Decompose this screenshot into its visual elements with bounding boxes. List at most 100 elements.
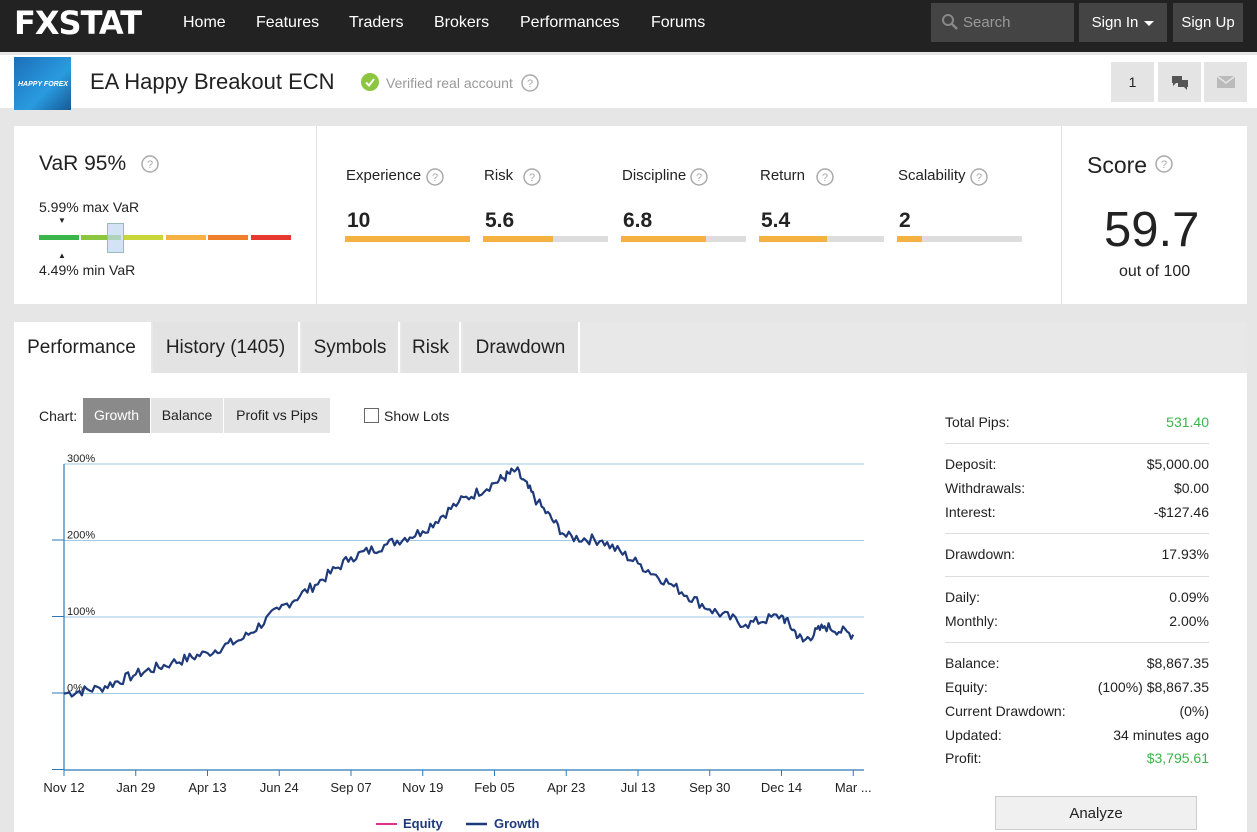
score-value: 59.7: [1104, 203, 1200, 257]
metric-bar: [621, 236, 746, 242]
stat-label: Withdrawals:: [945, 480, 1026, 496]
fxstat-logo[interactable]: FXSTAT: [14, 4, 142, 42]
var-segment: [81, 235, 121, 240]
help-icon[interactable]: ?: [523, 168, 541, 186]
metric-value: 10: [347, 209, 371, 232]
metric-label: Return: [760, 167, 806, 184]
metric-bar: [897, 236, 1022, 242]
growth-chart: 300%200%100%0%Nov 12 Jan 29 Apr 13 Jun 24 Se…: [43, 453, 871, 831]
growth-button[interactable]: Growth: [83, 398, 150, 433]
x-tick-label: Sep 07: [330, 780, 371, 795]
x-tick-label: Nov 12: [43, 780, 84, 795]
x-tick-label: Apr 13: [188, 780, 226, 795]
tab-symbols[interactable]: Symbols: [302, 322, 400, 373]
search-input[interactable]: Search: [931, 3, 1074, 42]
stat-label: Balance:: [945, 655, 1000, 671]
nav-forums[interactable]: Forums: [651, 14, 706, 31]
metric-bar-fill: [621, 236, 706, 242]
show-lots-checkbox[interactable]: [364, 408, 379, 423]
metric-label: Scalability: [898, 167, 966, 184]
sign-up-button[interactable]: Sign Up: [1173, 3, 1243, 42]
score-title: Score: [1087, 152, 1148, 178]
var-segment: [39, 235, 79, 240]
divider: [945, 576, 1209, 577]
analyze-button[interactable]: Analyze: [995, 796, 1197, 830]
stat-value: (100%) $8,867.35: [1097, 679, 1209, 695]
stat-label: Current Drawdown:: [945, 703, 1066, 719]
help-icon[interactable]: ?: [690, 168, 708, 186]
chart-label: Chart:: [39, 408, 78, 424]
follow-count-button[interactable]: 1: [1111, 62, 1154, 102]
legend-growth-label: Growth: [494, 816, 540, 831]
x-tick-label: Jan 29: [116, 780, 155, 795]
y-tick-label: 300%: [67, 453, 95, 465]
svg-text:?: ?: [696, 172, 702, 184]
verified-label: Verified real account: [386, 75, 513, 91]
nav-traders[interactable]: Traders: [349, 14, 404, 31]
tab-risk[interactable]: Risk: [402, 322, 461, 373]
stat-value: 17.93%: [1161, 546, 1209, 562]
stat-label: Interest:: [945, 504, 996, 520]
stat-value: 34 minutes ago: [1113, 727, 1209, 743]
help-icon[interactable]: ?: [141, 155, 159, 173]
sign-in-button[interactable]: Sign In: [1079, 3, 1167, 42]
nav-features[interactable]: Features: [256, 14, 320, 31]
nav-performances[interactable]: Performances: [520, 14, 620, 31]
help-icon[interactable]: ?: [816, 168, 834, 186]
metric-bar-fill: [897, 236, 922, 242]
nav-brokers[interactable]: Brokers: [434, 14, 490, 31]
tab-performance[interactable]: Performance: [14, 322, 151, 373]
divider: [945, 642, 1209, 643]
envelope-icon: [1216, 75, 1235, 88]
growth-series-line: [63, 466, 855, 698]
stat-value: (0%): [1179, 703, 1209, 719]
score-card: VaR 95% ? 5.99% max VaR ▼ ▲ 4.49% min Va…: [14, 126, 1247, 304]
account-logo: HAPPY FOREX: [14, 57, 71, 110]
metric-value: 5.6: [485, 209, 515, 232]
nav-home[interactable]: Home: [183, 14, 226, 31]
performance-panel: Performance History (1405) Symbols Risk …: [14, 322, 1247, 832]
account-header: HAPPY FOREX EA Happy Breakout ECN Verifi…: [0, 55, 1257, 110]
help-icon[interactable]: ?: [521, 74, 539, 92]
comments-button[interactable]: [1158, 62, 1201, 102]
metric-label: Experience: [346, 167, 422, 184]
var-max-marker-icon: ▼: [58, 216, 66, 225]
metric-label: Risk: [484, 167, 514, 184]
metric-bar: [483, 236, 608, 242]
account-title: EA Happy Breakout ECN: [90, 69, 335, 94]
stat-label: Daily:: [945, 589, 981, 605]
tab-bar: Performance History (1405) Symbols Risk …: [14, 322, 1247, 373]
stat-label: Drawdown:: [945, 546, 1016, 562]
caret-down-icon: [1144, 20, 1155, 26]
var-min-label: 4.49% min VaR: [39, 262, 136, 278]
tab-drawdown[interactable]: Drawdown: [463, 322, 580, 373]
stat-label: Deposit:: [945, 456, 997, 472]
stat-label: Total Pips:: [945, 414, 1010, 430]
divider: [1061, 126, 1062, 304]
svg-text:?: ?: [529, 172, 535, 184]
profit-vs-pips-button[interactable]: Profit vs Pips: [224, 398, 330, 433]
search-placeholder: Search: [963, 14, 1011, 31]
search-icon: [942, 14, 958, 30]
svg-text:?: ?: [822, 172, 828, 184]
divider: [945, 533, 1209, 534]
svg-text:?: ?: [147, 159, 153, 171]
stat-value: $5,000.00: [1146, 456, 1209, 472]
stat-value: $8,867.35: [1146, 655, 1209, 671]
metric-value: 2: [899, 209, 911, 232]
help-icon[interactable]: ?: [1155, 155, 1173, 173]
help-icon[interactable]: ?: [970, 168, 988, 186]
var-segment: [208, 235, 248, 240]
balance-button[interactable]: Balance: [151, 398, 223, 433]
x-tick-label: Apr 23: [547, 780, 585, 795]
var-max-label: 5.99% max VaR: [39, 199, 140, 215]
show-lots-label: Show Lots: [384, 408, 450, 424]
verified-check-icon: [361, 73, 379, 91]
help-icon[interactable]: ?: [426, 168, 444, 186]
stat-value: -$127.46: [1153, 504, 1209, 520]
message-button[interactable]: [1204, 62, 1247, 102]
svg-text:?: ?: [432, 172, 438, 184]
stat-label: Monthly:: [945, 613, 998, 629]
score-subtitle: out of 100: [1119, 263, 1191, 280]
tab-history[interactable]: History (1405): [153, 322, 300, 373]
